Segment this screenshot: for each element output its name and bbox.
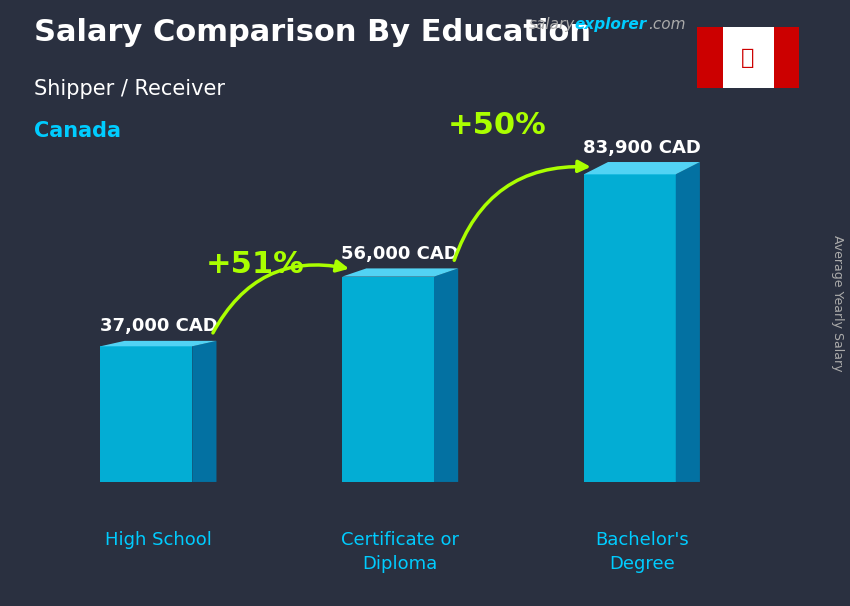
Polygon shape <box>434 268 458 482</box>
Bar <box>697 27 722 88</box>
Text: +51%: +51% <box>206 250 304 279</box>
Polygon shape <box>343 276 434 482</box>
Polygon shape <box>192 341 217 482</box>
Polygon shape <box>343 268 458 276</box>
Text: Canada: Canada <box>34 121 121 141</box>
Bar <box>774 27 799 88</box>
Polygon shape <box>100 346 192 482</box>
Polygon shape <box>100 341 217 346</box>
Text: High School: High School <box>105 531 212 550</box>
Polygon shape <box>584 162 700 175</box>
Text: .com: .com <box>648 17 685 32</box>
Text: 83,900 CAD: 83,900 CAD <box>583 139 700 156</box>
Text: 37,000 CAD: 37,000 CAD <box>99 318 218 335</box>
Text: Certificate or
Diploma: Certificate or Diploma <box>341 531 459 573</box>
Polygon shape <box>584 175 676 482</box>
Text: 56,000 CAD: 56,000 CAD <box>342 245 459 263</box>
Text: Average Yearly Salary: Average Yearly Salary <box>830 235 844 371</box>
Polygon shape <box>676 162 700 482</box>
Text: salary: salary <box>529 17 575 32</box>
Text: Bachelor's
Degree: Bachelor's Degree <box>595 531 689 573</box>
Text: explorer: explorer <box>575 17 647 32</box>
Text: Salary Comparison By Education: Salary Comparison By Education <box>34 18 591 47</box>
Text: Shipper / Receiver: Shipper / Receiver <box>34 79 225 99</box>
Text: 🍁: 🍁 <box>741 47 755 68</box>
Text: +50%: +50% <box>447 111 547 140</box>
